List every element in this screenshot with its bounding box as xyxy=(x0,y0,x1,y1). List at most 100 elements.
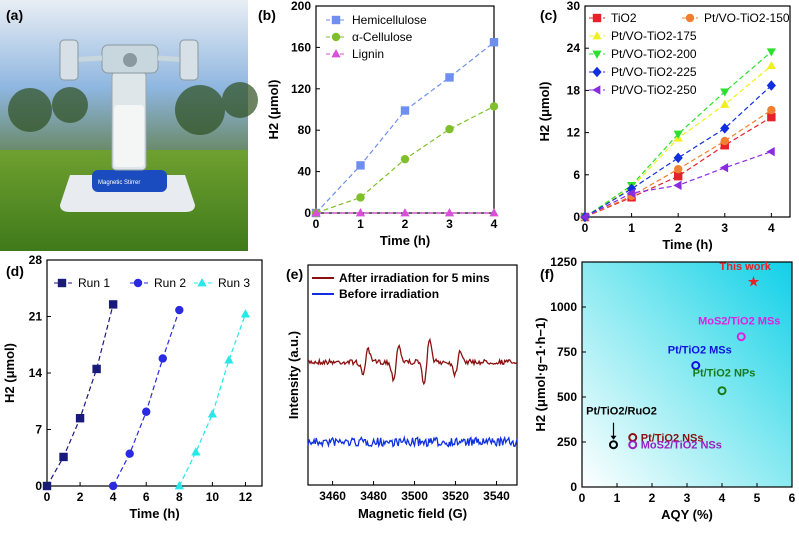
data-point xyxy=(445,124,454,134)
series-line xyxy=(178,313,247,487)
y-tick-label: 0 xyxy=(573,210,580,224)
data-point xyxy=(691,361,701,370)
x-tick-label: 3 xyxy=(684,491,691,505)
x-tick-label: 0 xyxy=(579,491,586,505)
x-tick-label: 3500 xyxy=(401,489,428,503)
point-label: MoS2/TiO2 MSs xyxy=(698,316,780,328)
x-tick-label: 0 xyxy=(44,490,51,504)
y-tick-label: 0 xyxy=(35,479,42,493)
panel-a-photo: Magnetic Stirrer xyxy=(0,0,258,251)
y-tick-label: 18 xyxy=(567,83,581,97)
y-axis-label: H2 (μmol·g−1·h−1) xyxy=(533,317,548,431)
y-tick-label: 6 xyxy=(573,168,580,182)
data-point xyxy=(720,136,729,146)
x-tick-label: 3460 xyxy=(319,489,346,503)
x-tick-label: 5 xyxy=(754,491,761,505)
data-point xyxy=(311,208,321,217)
data-point xyxy=(142,407,151,416)
legend-label: α-Cellulose xyxy=(352,30,413,44)
y-tick-label: 80 xyxy=(298,123,312,137)
series-line xyxy=(112,309,180,487)
y-tick-label: 750 xyxy=(557,345,577,359)
x-tick-label: 0 xyxy=(582,221,589,235)
legend-label: After irradiation for 5 mins xyxy=(339,271,490,285)
x-axis-label: Time (h) xyxy=(662,237,712,252)
x-tick-label: 10 xyxy=(206,490,220,504)
legend-label: Run 2 xyxy=(154,276,186,290)
legend-marker xyxy=(592,50,602,59)
x-tick-label: 1 xyxy=(614,491,621,505)
data-point xyxy=(355,208,366,217)
arrow-head xyxy=(610,435,617,440)
y-tick-label: 500 xyxy=(557,390,577,404)
data-point xyxy=(444,208,455,217)
legend-label: Pt/VO-TiO2-250 xyxy=(611,83,697,97)
legend-label: Pt/VO-TiO2-225 xyxy=(611,65,697,79)
data-point xyxy=(108,481,118,491)
plot-frame xyxy=(46,259,263,487)
data-point xyxy=(720,99,730,108)
data-point xyxy=(766,60,776,70)
series-line xyxy=(315,41,495,214)
series-line xyxy=(46,304,114,487)
data-point xyxy=(400,208,410,217)
data-point xyxy=(489,102,499,111)
legend-label: Run 3 xyxy=(218,276,250,290)
series-line xyxy=(307,435,518,449)
legend-marker xyxy=(685,13,695,23)
legend-label: Hemicellulose xyxy=(352,13,427,27)
y-tick-label: 24 xyxy=(567,41,581,55)
chart-d: 0 2 4 6 8 10 12 0 7 14 21 28 Time (h) H2 (μmol) Run 1 R… xyxy=(2,253,263,521)
y-tick-label: 120 xyxy=(291,82,311,96)
data-point xyxy=(766,80,776,91)
x-tick-label: 1 xyxy=(357,217,364,231)
y-tick-label: 12 xyxy=(567,126,581,140)
x-axis-label: AQY (%) xyxy=(661,507,713,522)
data-point xyxy=(673,164,683,174)
y-tick-label: 200 xyxy=(291,0,311,13)
x-tick-label: 2 xyxy=(77,490,84,504)
series-line xyxy=(307,337,518,386)
data-point xyxy=(489,38,499,47)
data-point xyxy=(626,183,637,195)
point-label: Pt/TiO2/RuO2 xyxy=(586,406,657,418)
legend-label: Pt/VO-TiO2-175 xyxy=(611,29,697,43)
y-tick-label: 40 xyxy=(298,165,312,179)
legend-label: TiO2 xyxy=(611,11,637,25)
data-point xyxy=(224,355,234,364)
data-point xyxy=(207,409,218,418)
x-tick-label: 2 xyxy=(675,221,682,235)
series-line xyxy=(584,116,772,218)
legend-marker xyxy=(197,278,207,287)
x-tick-label: 3540 xyxy=(483,489,510,503)
legend-marker xyxy=(331,15,341,25)
x-tick-label: 4 xyxy=(110,490,117,504)
y-axis-label: H2 (μmol) xyxy=(2,343,17,403)
x-tick-label: 6 xyxy=(143,490,150,504)
x-tick-label: 2 xyxy=(649,491,656,505)
legend-marker xyxy=(133,278,143,288)
data-point xyxy=(720,141,729,150)
data-point xyxy=(240,309,251,318)
data-point xyxy=(489,208,499,217)
data-point xyxy=(59,452,68,462)
data-point xyxy=(720,88,730,97)
panel-label-e: (e) xyxy=(286,266,303,282)
y-tick-label: 1250 xyxy=(550,255,577,269)
point-label: MoS2/TiO2 NSs xyxy=(641,440,722,452)
x-tick-label: 2 xyxy=(402,217,409,231)
y-tick-label: 250 xyxy=(557,435,577,449)
data-point xyxy=(628,440,638,450)
data-point xyxy=(125,449,134,458)
data-point xyxy=(767,112,776,122)
point-label: This work xyxy=(720,261,772,273)
data-point xyxy=(400,106,410,115)
data-point xyxy=(719,163,729,173)
x-tick-label: 6 xyxy=(789,491,796,505)
x-tick-label: 3 xyxy=(446,217,453,231)
legend-label: Pt/VO-TiO2-150 xyxy=(704,11,790,25)
plot-frame xyxy=(584,5,791,218)
data-point xyxy=(766,146,775,157)
